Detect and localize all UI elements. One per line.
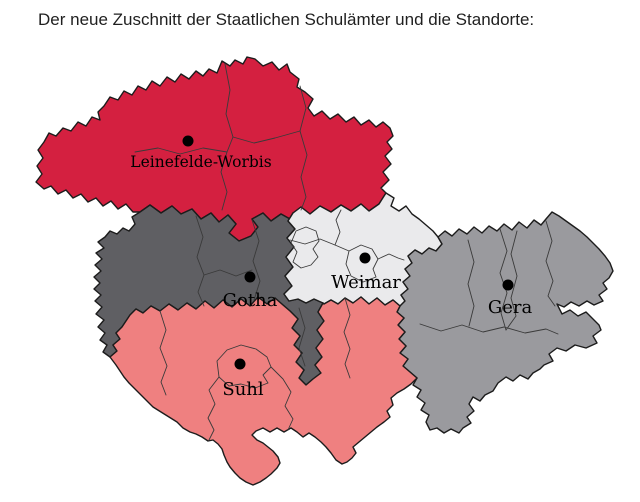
- district-borders-gotha: [203, 269, 253, 277]
- district-borders-weimar: [289, 238, 350, 252]
- district-borders-gera: [505, 230, 518, 331]
- district-borders-gotha: [195, 215, 205, 307]
- district-borders-suhl: [159, 310, 168, 396]
- standort-marker-leinefelde-worbis: [182, 135, 194, 147]
- standort-marker-gera: [502, 279, 514, 291]
- region-label-leinefelde-worbis: Leinefelde-Worbis: [130, 153, 271, 171]
- standort-marker-suhl: [234, 358, 246, 370]
- district-borders-suhl: [270, 366, 294, 431]
- district-borders-leinefelde: [220, 63, 234, 211]
- district-borders-gera: [545, 220, 556, 307]
- district-border-suhl-enclave: [216, 344, 272, 389]
- standort-marker-weimar: [359, 252, 371, 264]
- region-label-weimar: Weimar: [331, 272, 401, 293]
- region-label-gera: Gera: [488, 297, 533, 318]
- standort-marker-gotha: [244, 271, 256, 283]
- region-suhl: [109, 296, 418, 486]
- district-borders-suhl: [207, 376, 220, 441]
- markers-layer: [182, 135, 514, 370]
- district-borders-weimar: [334, 209, 342, 246]
- district-borders-layer: [134, 63, 559, 441]
- district-borders-gotha: [298, 307, 306, 367]
- region-label-suhl: Suhl: [222, 379, 264, 400]
- page-title: Der neue Zuschnitt der Staatlichen Schul…: [38, 10, 535, 29]
- district-borders-leinefelde: [299, 85, 308, 211]
- district-borders-suhl: [343, 297, 351, 379]
- labels-layer: Leinefelde-Worbis Gotha Weimar Gera Suhl: [130, 153, 532, 400]
- district-borders-leinefelde: [232, 130, 301, 144]
- district-border-erfurt-enclave: [290, 226, 320, 269]
- district-borders-gera: [467, 239, 475, 327]
- district-borders-leinefelde: [134, 147, 228, 155]
- regions-layer: [35, 56, 614, 486]
- region-label-gotha: Gotha: [223, 290, 278, 311]
- district-border-weimar-enclave: [345, 244, 379, 283]
- district-borders-gera: [419, 323, 559, 335]
- district-borders-gotha: [251, 219, 261, 301]
- district-borders-weimar: [377, 253, 405, 261]
